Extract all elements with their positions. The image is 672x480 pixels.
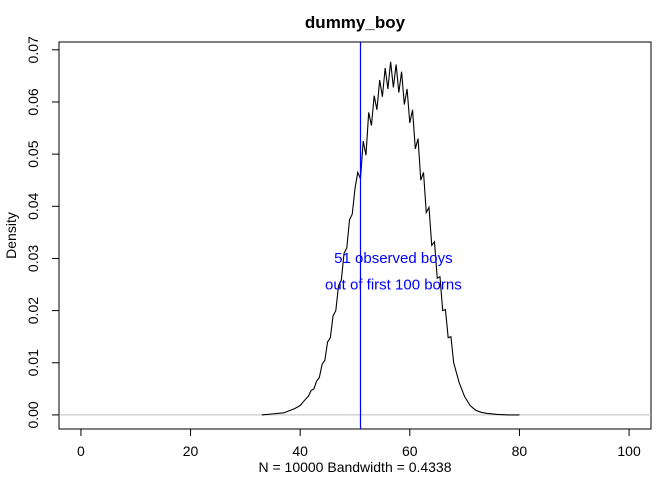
y-tick-label: 0.00 bbox=[25, 401, 41, 428]
x-axis-label: N = 10000 Bandwidth = 0.4338 bbox=[258, 459, 451, 475]
y-tick-label: 0.03 bbox=[25, 245, 41, 272]
y-axis-label: Density bbox=[3, 212, 19, 259]
plot-title: dummy_boy bbox=[305, 13, 406, 32]
annotation-line: 51 observed boys bbox=[334, 250, 452, 267]
y-tick-label: 0.02 bbox=[25, 297, 41, 324]
annotation-line: out of first 100 borns bbox=[325, 277, 462, 294]
annotation: 51 observed boys out of first 100 borns bbox=[325, 250, 462, 294]
density-curve bbox=[261, 61, 520, 416]
y-tick-label: 0.07 bbox=[25, 36, 41, 63]
x-axis: 0 20 40 60 80 100 bbox=[77, 428, 641, 459]
x-tick-label: 0 bbox=[77, 443, 85, 459]
y-tick-label: 0.04 bbox=[25, 192, 41, 219]
x-tick-label: 60 bbox=[402, 443, 418, 459]
y-tick-label: 0.06 bbox=[25, 88, 41, 115]
y-tick-label: 0.01 bbox=[25, 349, 41, 376]
x-tick-label: 20 bbox=[183, 443, 199, 459]
x-tick-label: 80 bbox=[512, 443, 528, 459]
x-tick-label: 100 bbox=[617, 443, 641, 459]
x-tick-label: 40 bbox=[292, 443, 308, 459]
y-tick-label: 0.05 bbox=[25, 140, 41, 167]
plot-frame bbox=[58, 41, 652, 430]
y-axis: 0.00 0.01 0.02 0.03 0.04 0.05 0.06 0.07 bbox=[25, 36, 60, 429]
